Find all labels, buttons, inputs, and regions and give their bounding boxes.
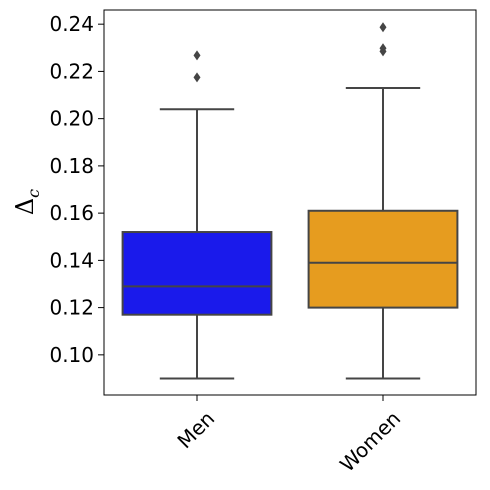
y-axis-label: Δc: [11, 189, 43, 215]
y-axis-label-subscript: c: [24, 189, 43, 198]
y-axis-label-symbol: Δ: [11, 198, 39, 215]
boxes-layer: [121, 22, 459, 380]
y-tick-label: 0.10: [49, 343, 94, 367]
y-tick-label: 0.20: [49, 107, 94, 131]
x-tick-label-men: Men: [172, 406, 219, 453]
box-men: [121, 231, 273, 316]
y-tick-label: 0.24: [49, 12, 94, 36]
y-tick-label: 0.14: [49, 248, 94, 272]
plot-area-frame: [103, 9, 477, 396]
x-axis-ticks: Men Women: [172, 395, 405, 477]
y-tick-label: 0.16: [49, 201, 94, 225]
outlier-point: [379, 22, 387, 33]
y-tick-label: 0.22: [49, 59, 94, 83]
outlier-point: [193, 50, 201, 61]
x-tick-label-women: Women: [335, 406, 405, 476]
box-women: [307, 209, 459, 309]
y-tick-label: 0.12: [49, 296, 94, 320]
outlier-point: [379, 43, 387, 54]
y-tick-label: 0.18: [49, 154, 94, 178]
y-axis-ticks: 0.10 0.12 0.14 0.16 0.18 0.20 0.22 0.24: [49, 12, 104, 367]
outlier-point: [193, 72, 201, 83]
